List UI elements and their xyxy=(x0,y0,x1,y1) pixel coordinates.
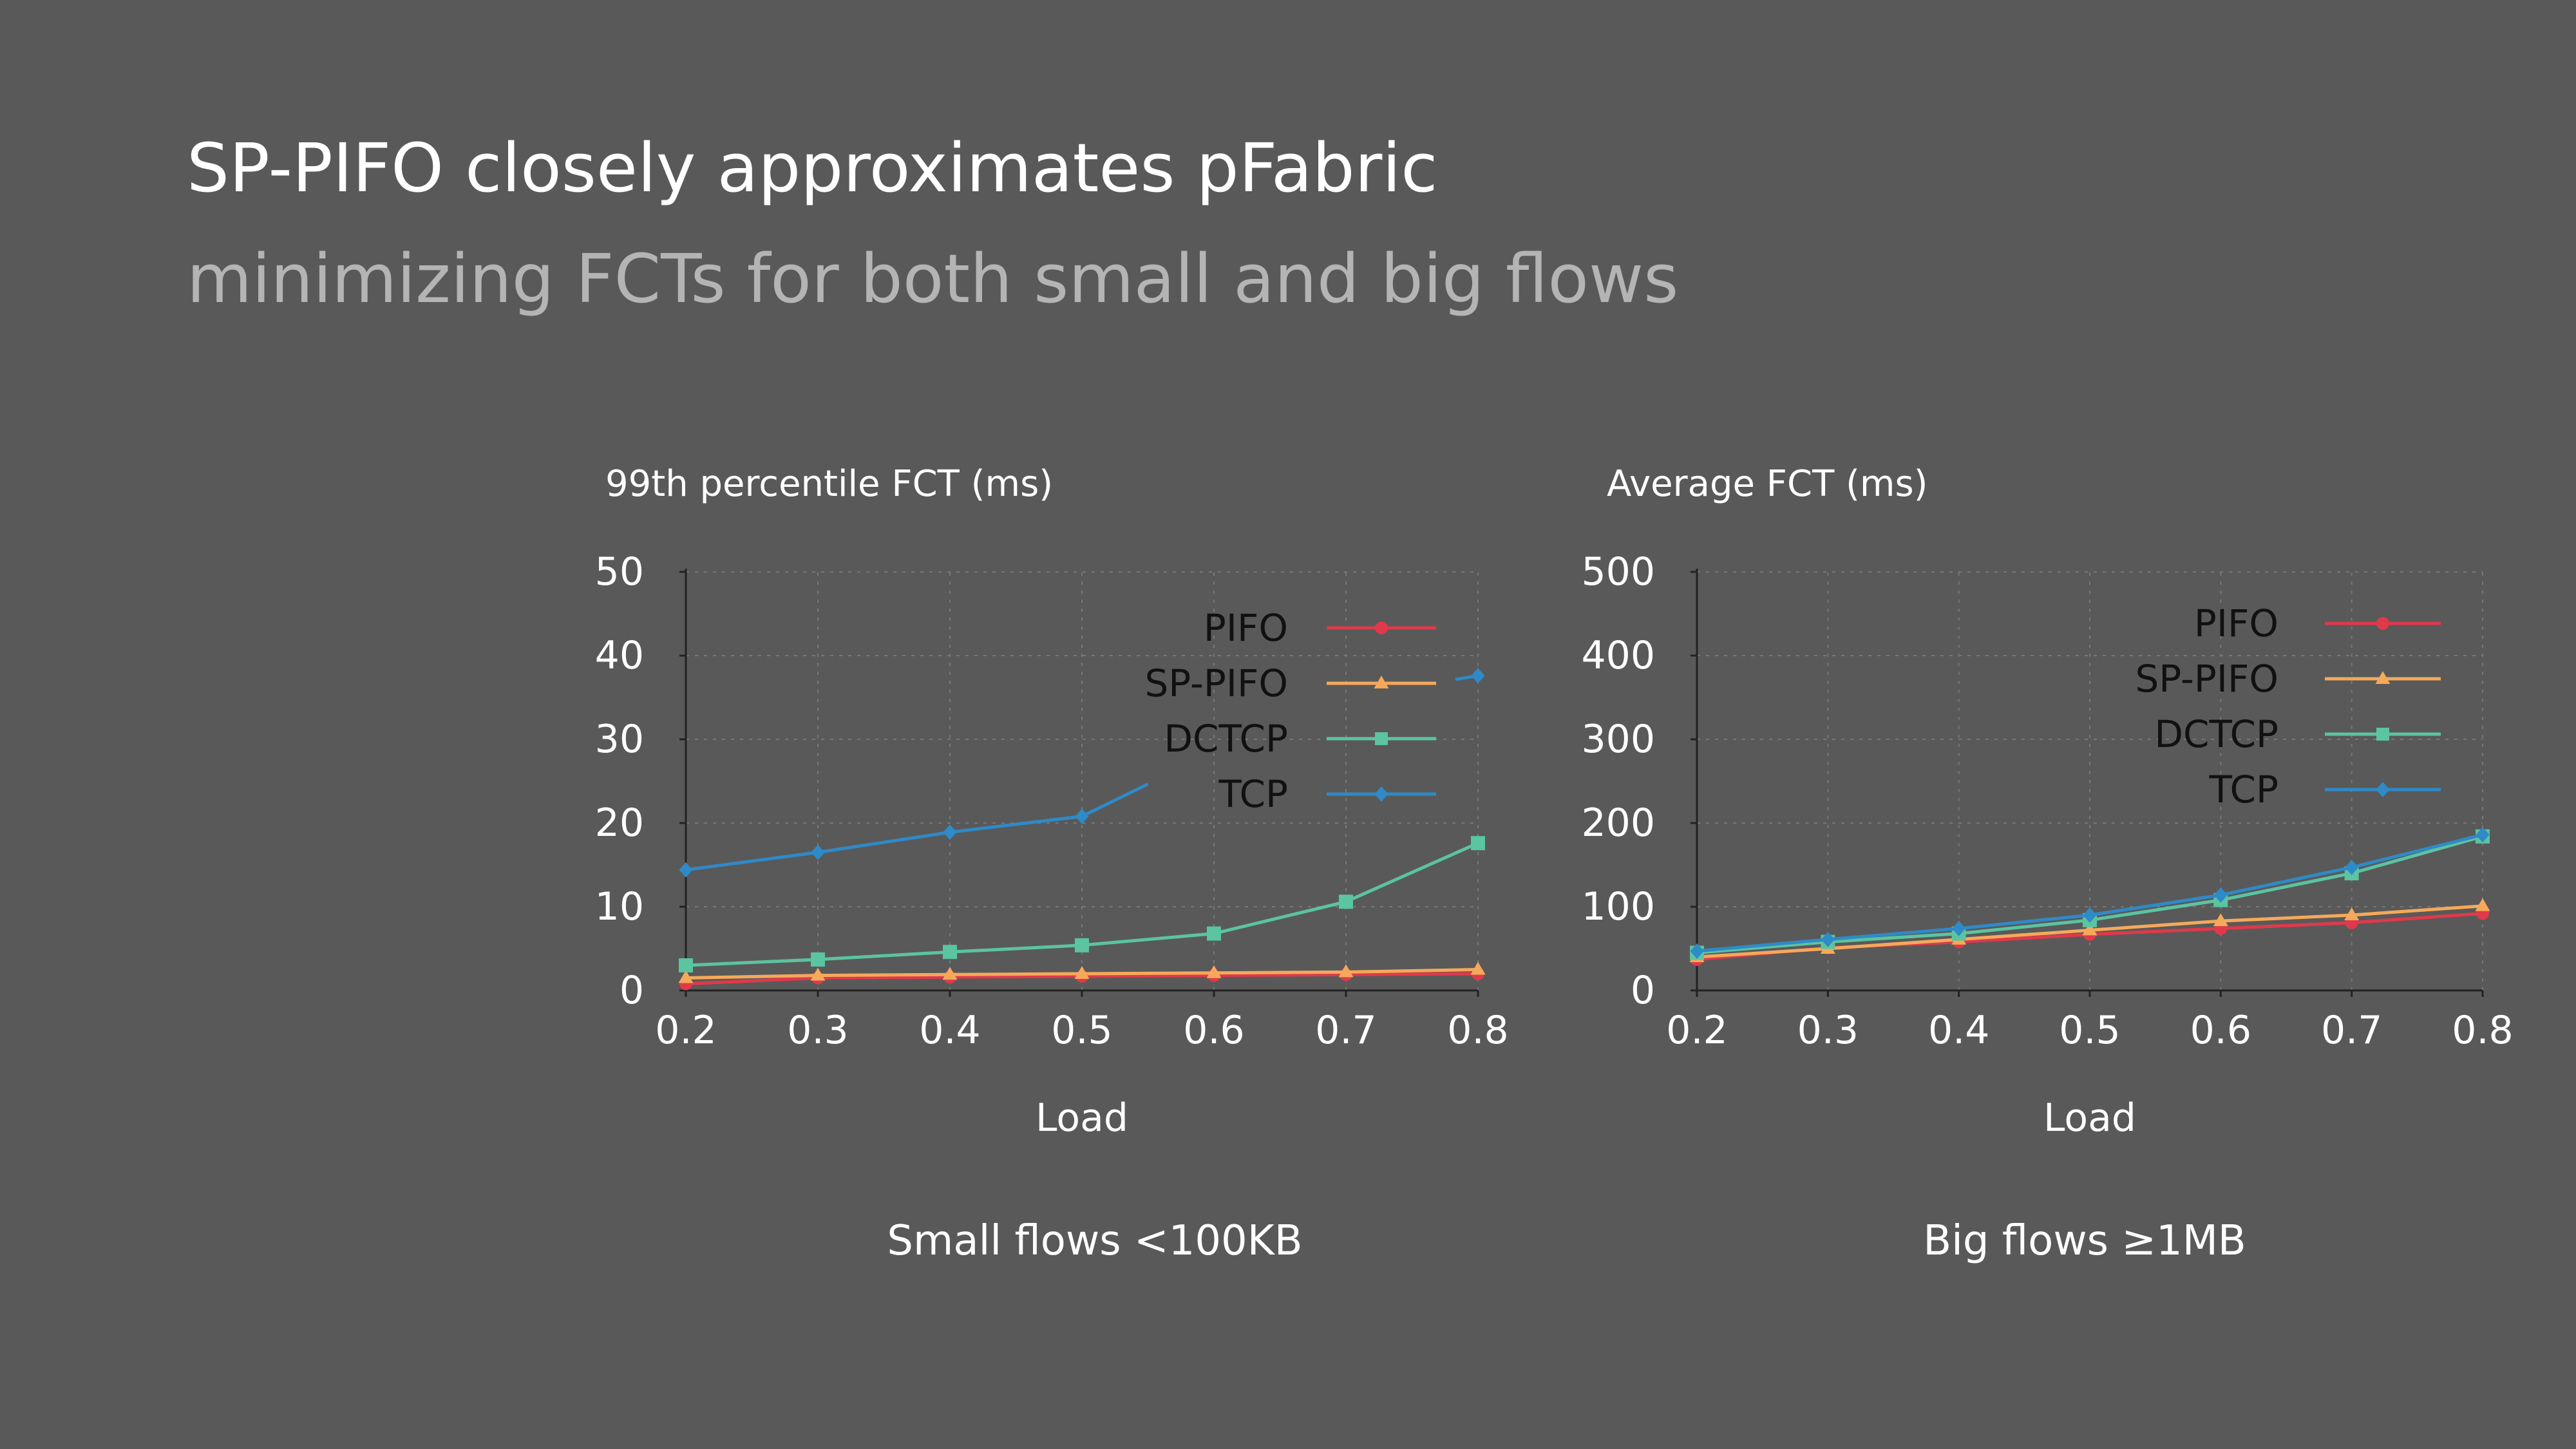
legend-label: DCTCP xyxy=(1164,717,1288,761)
data-point xyxy=(943,945,957,960)
legend-label: TCP xyxy=(2208,768,2278,811)
data-point xyxy=(678,970,694,983)
caption-small-flows: Small flows <100KB xyxy=(887,1217,1303,1265)
x-axis-label: Load xyxy=(1036,1095,1128,1141)
y-tick-label: 200 xyxy=(1581,800,1655,846)
data-point xyxy=(679,862,693,878)
x-tick-label: 0.5 xyxy=(2059,1008,2120,1053)
legend: PIFO SP-PIFO DCTCP TCP xyxy=(1144,606,1436,816)
data-point xyxy=(1471,836,1485,851)
chart-title: Average FCT (ms) xyxy=(1607,463,1928,505)
data-point xyxy=(2476,827,2490,843)
data-point xyxy=(2344,907,2360,920)
legend-label: TCP xyxy=(1218,772,1288,816)
data-point xyxy=(2213,913,2228,927)
data-point xyxy=(1338,964,1354,978)
y-tick-label: 0 xyxy=(620,968,644,1013)
slide-subtitle: minimizing FCTs for both small and big f… xyxy=(187,240,1679,318)
slide-title: SP-PIFO closely approximates pFabric xyxy=(187,129,1438,207)
legend-marker xyxy=(1374,786,1388,802)
data-point xyxy=(2345,859,2359,875)
x-tick-label: 0.4 xyxy=(1928,1008,1989,1053)
data-point xyxy=(2082,922,2098,936)
legend-label: PIFO xyxy=(1204,606,1288,650)
x-tick-label: 0.3 xyxy=(787,1008,848,1053)
legend-marker xyxy=(2376,728,2389,741)
data-point xyxy=(1339,895,1353,909)
x-tick-label: 0.7 xyxy=(2321,1008,2382,1053)
legend-label: PIFO xyxy=(2194,601,2278,645)
legend-marker xyxy=(2376,617,2389,630)
data-point xyxy=(1952,920,1966,936)
data-point xyxy=(811,952,825,967)
legend-marker xyxy=(2375,671,2391,684)
data-point xyxy=(1690,943,1704,959)
x-axis-label: Load xyxy=(2043,1095,2136,1141)
series-tcp xyxy=(679,668,1485,878)
data-point xyxy=(1207,926,1221,941)
y-tick-label: 30 xyxy=(595,717,644,762)
x-tick-label: 0.4 xyxy=(919,1008,980,1053)
data-point xyxy=(1470,961,1486,975)
x-tick-label: 0.7 xyxy=(1315,1008,1376,1053)
legend-marker xyxy=(1375,732,1388,745)
data-point xyxy=(1821,931,1835,947)
data-point xyxy=(1074,966,1090,979)
data-point xyxy=(2213,887,2228,903)
data-point xyxy=(810,967,826,981)
y-tick-label: 300 xyxy=(1581,717,1655,762)
legend-label: DCTCP xyxy=(2154,712,2278,756)
legend: PIFO SP-PIFO DCTCP TCP xyxy=(2135,601,2441,811)
series-sp-pifo xyxy=(678,961,1486,983)
y-tick-label: 400 xyxy=(1581,633,1655,678)
y-tick-label: 100 xyxy=(1581,884,1655,929)
legend-marker xyxy=(2376,782,2390,797)
data-point xyxy=(1075,808,1089,824)
y-tick-label: 40 xyxy=(595,633,644,678)
data-point xyxy=(2083,907,2097,923)
y-tick-label: 500 xyxy=(1581,549,1655,594)
legend-label: SP-PIFO xyxy=(1144,661,1288,705)
legend-marker xyxy=(1375,621,1388,634)
series-tcp xyxy=(1690,827,2490,959)
y-tick-label: 50 xyxy=(595,549,644,594)
data-point xyxy=(943,824,957,840)
data-point xyxy=(1075,938,1089,952)
data-point xyxy=(679,958,693,972)
caption-big-flows: Big flows ≥1MB xyxy=(1923,1217,2246,1265)
x-tick-label: 0.8 xyxy=(1447,1008,1508,1053)
chart-title: 99th percentile FCT (ms) xyxy=(605,463,1053,505)
series-dctcp xyxy=(679,836,1485,972)
y-tick-label: 10 xyxy=(595,884,644,929)
x-tick-label: 0.2 xyxy=(1666,1008,1727,1053)
x-tick-label: 0.6 xyxy=(1183,1008,1244,1053)
data-point xyxy=(942,967,958,980)
x-tick-label: 0.8 xyxy=(2452,1008,2513,1053)
x-tick-label: 0.5 xyxy=(1051,1008,1112,1053)
y-tick-label: 20 xyxy=(595,800,644,846)
y-tick-label: 0 xyxy=(1631,968,1655,1013)
x-tick-label: 0.6 xyxy=(2190,1008,2251,1053)
x-tick-label: 0.2 xyxy=(655,1008,716,1053)
legend-marker xyxy=(1374,676,1389,688)
data-point xyxy=(811,844,825,860)
data-point xyxy=(1471,668,1485,684)
data-point xyxy=(1206,965,1222,978)
legend-label: SP-PIFO xyxy=(2135,657,2278,701)
x-tick-label: 0.3 xyxy=(1797,1008,1859,1053)
data-point xyxy=(2475,898,2490,911)
